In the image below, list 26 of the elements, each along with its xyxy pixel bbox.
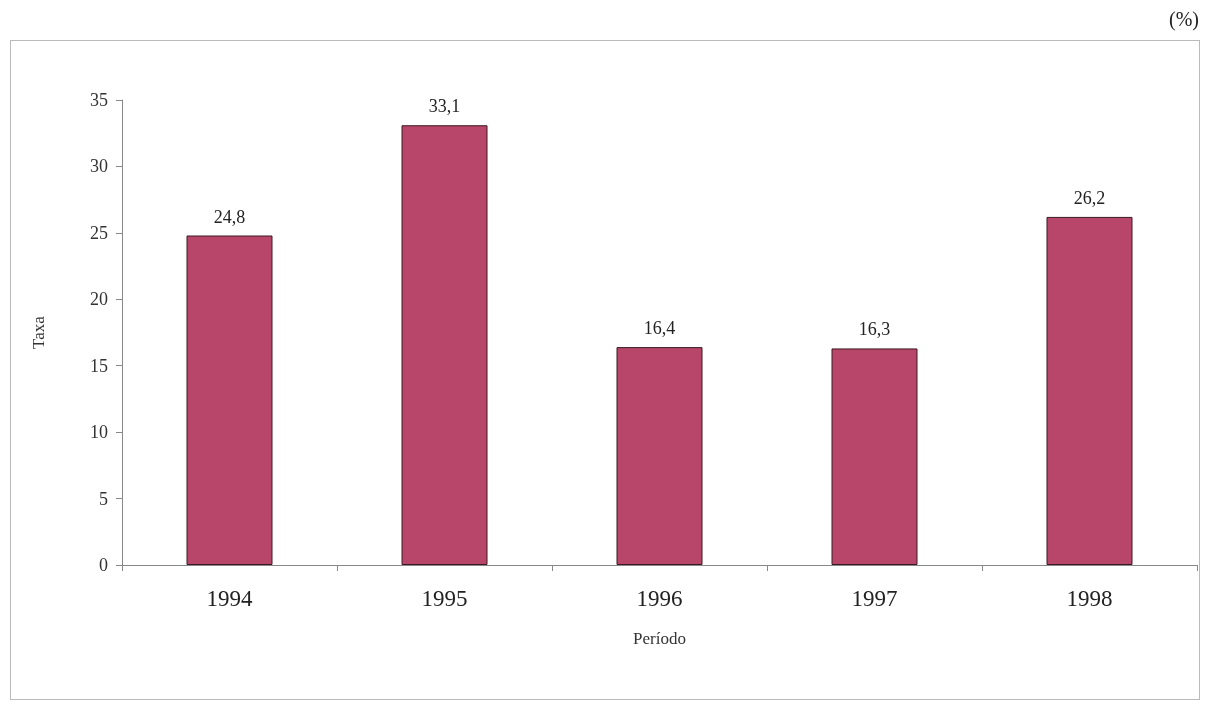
bar: [1046, 216, 1133, 565]
y-tick-label: 30: [90, 156, 108, 177]
bar: [186, 235, 273, 565]
x-tick-label: 1995: [421, 586, 468, 611]
x-tick-label: 1997: [851, 586, 898, 611]
bar: [401, 125, 488, 565]
data-label: 24,8: [213, 206, 246, 227]
data-label: 33,1: [428, 96, 461, 117]
y-tick-label: 35: [90, 90, 108, 110]
data-label: 26,2: [1073, 187, 1106, 208]
y-tick-label: 10: [90, 422, 108, 443]
x-tick-label: 1994: [206, 586, 253, 611]
bar: [831, 348, 918, 565]
y-tick-label: 0: [99, 555, 108, 575]
y-tick-label: 25: [90, 222, 108, 243]
x-axis-title: Período: [633, 629, 686, 648]
data-label: 16,3: [858, 319, 891, 340]
bar: [616, 347, 703, 565]
y-tick-label: 5: [99, 488, 108, 509]
text: (%): [1169, 8, 1199, 31]
y-axis-title: Taxa: [29, 315, 48, 349]
x-tick-label: 1998: [1066, 586, 1113, 611]
data-label: 16,4: [643, 318, 676, 339]
y-tick-label: 20: [90, 289, 108, 310]
y-tick-label: 15: [90, 355, 108, 376]
x-tick-label: 1996: [636, 586, 683, 611]
